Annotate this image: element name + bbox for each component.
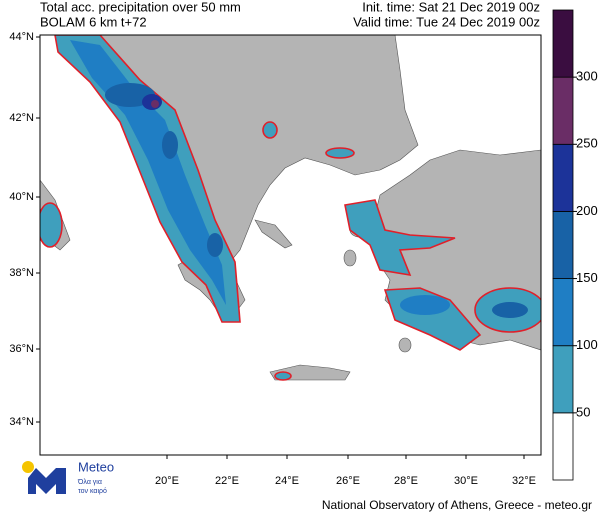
lat-label: 34°N <box>9 416 34 428</box>
map-frame <box>39 34 542 456</box>
precip-area <box>262 121 278 139</box>
precip-area <box>325 147 355 159</box>
colorbar-label: 200 <box>576 203 598 218</box>
lon-label: 28°E <box>394 475 418 487</box>
land <box>254 219 293 249</box>
lon-label: 30°E <box>454 475 478 487</box>
footer: National Observatory of Athens, Greece -… <box>322 498 592 512</box>
lon-label: 24°E <box>275 475 299 487</box>
lon-label: 22°E <box>215 475 239 487</box>
lat-label: 42°N <box>9 112 34 124</box>
precip-area <box>492 302 528 318</box>
colorbar-segment <box>552 412 574 481</box>
colorbar-segment <box>552 278 574 347</box>
precip-area <box>40 202 63 248</box>
colorbar-label: 100 <box>576 337 598 352</box>
logo: Meteo Όλα για τον καιρό <box>22 459 114 495</box>
precip-area <box>344 199 456 277</box>
colorbar-label: 150 <box>576 270 598 285</box>
valid-time: Valid time: Tue 24 Dec 2019 00z <box>353 14 540 29</box>
precip-area <box>207 233 223 257</box>
colorbar-segment <box>552 76 574 145</box>
colorbar-segment <box>552 9 574 78</box>
lon-label: 20°E <box>155 475 179 487</box>
lat-label: 38°N <box>9 267 34 279</box>
lat-label: 40°N <box>9 191 34 203</box>
logo-tagline: Όλα για <box>77 479 102 486</box>
colorbar-segment <box>552 211 574 279</box>
lon-label: 32°E <box>512 475 536 487</box>
precip-area <box>274 371 292 381</box>
colorbar-label: 250 <box>576 136 598 151</box>
precip-area <box>162 131 178 159</box>
lon-label: 26°E <box>336 475 360 487</box>
logo-tagline: τον καιρό <box>78 487 107 495</box>
colorbar-label: 50 <box>576 404 590 419</box>
colorbar-label: 300 <box>576 69 598 84</box>
lat-label: 36°N <box>9 343 34 355</box>
init-time: Init. time: Sat 21 Dec 2019 00z <box>362 0 540 14</box>
colorbar-segment <box>552 345 574 414</box>
logo-name: Meteo <box>78 459 114 474</box>
map-title: Total acc. precipitation over 50 mm <box>40 0 241 14</box>
colorbar-segment <box>552 143 574 212</box>
island <box>398 337 412 353</box>
map-area <box>40 35 541 455</box>
lat-label: 44°N <box>9 31 34 43</box>
precip-area <box>400 295 450 315</box>
precip-area <box>70 40 226 305</box>
island <box>343 249 357 267</box>
model-label: BOLAM 6 km t+72 <box>40 14 147 29</box>
precip-area <box>151 100 159 108</box>
